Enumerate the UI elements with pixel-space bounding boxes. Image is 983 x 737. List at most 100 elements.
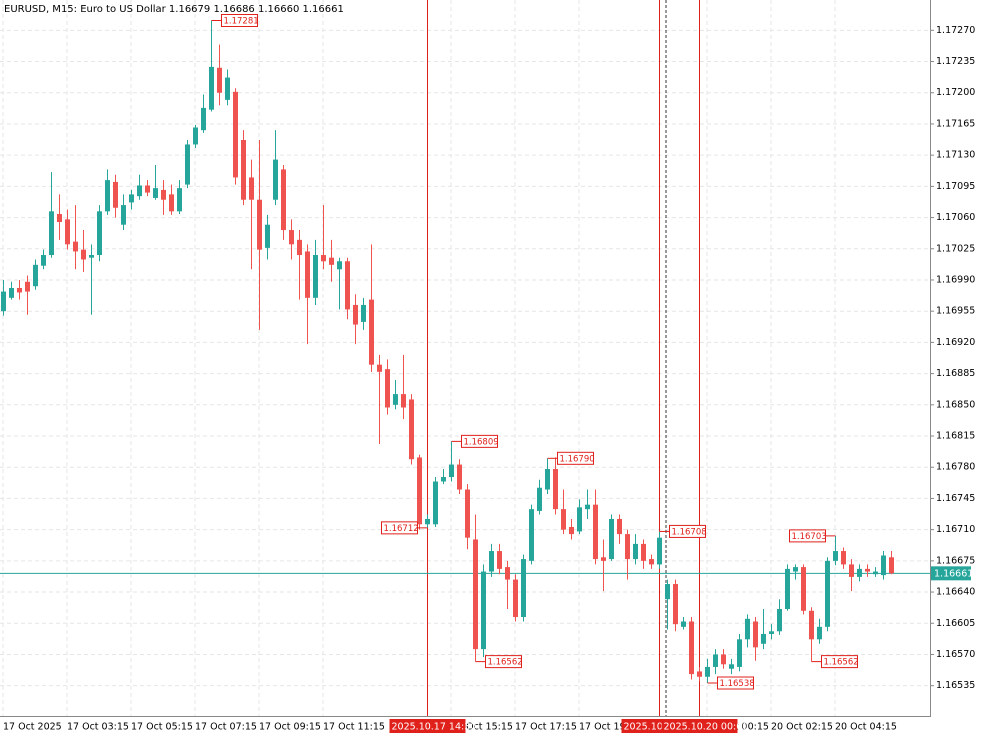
labels: 1.17270 1.17235 1.17200 1.17165 1.17130 1.170… [3,14,975,733]
y-tick-label: 1.16920 [936,337,975,348]
x-tick-label: 17 Oct 05:15 [131,722,193,733]
candle-body [401,394,406,408]
annotation-label: 1.16562 [824,658,859,668]
grid [0,0,934,716]
candle-body [873,571,878,575]
candle-body [249,177,254,200]
candle-body [665,584,670,600]
candle-body [1,291,6,312]
y-tick-label: 1.17060 [936,212,975,223]
candle-body [369,299,374,365]
candle-body [713,654,718,667]
candle-body [745,618,750,640]
y-tick-label: 1.16990 [936,274,975,285]
y-tick-label: 1.16535 [936,680,975,691]
candle-body [753,621,758,648]
candle-body [513,579,518,618]
candle-body [497,551,502,569]
candle-body [425,518,430,525]
x-tick-label: 17 Oct 03:15 [67,722,129,733]
candle-body [145,185,150,193]
candle-body [889,557,894,574]
candle-body [601,557,606,561]
candle-body [345,261,350,310]
candle-body [641,543,646,561]
candle-body [809,610,814,640]
candle-body [73,241,78,252]
candle-body [161,189,166,200]
candle-body [177,188,182,212]
y-tick-label: 1.16815 [936,431,975,442]
candle-body [377,364,382,372]
candle-body [225,77,230,100]
candle-body [49,211,54,256]
y-tick-label: 1.17130 [936,150,975,161]
annotation-box [789,529,826,543]
candle-body [865,568,870,572]
candle-body [625,534,630,560]
x-tick-label: 17 Oct 07:15 [195,722,257,733]
candle-body [313,255,318,298]
price-tag [931,566,971,581]
x-tick-label: 20 Oct 04:15 [835,722,897,733]
candle-body [857,568,862,577]
candle-body [593,504,598,560]
annotation-label: 1.16809 [464,437,499,447]
marker-label: 2025.10.17 14:30 [392,722,477,733]
candle-body [89,255,94,258]
annotation-label: 1.16708 [672,527,707,537]
y-tick-label: 1.16640 [936,587,975,598]
x-tick-label: 17 Oct 17:15 [515,722,577,733]
candle-body [505,567,510,580]
price-tag-label: 1.16661 [934,568,973,579]
candle-body [385,369,390,408]
annotation-label: 1.16538 [720,679,755,689]
annotation-box [669,524,706,538]
candle-body [57,213,62,223]
candle-body [433,481,438,525]
candle-body [329,257,334,265]
candle-body [769,631,774,634]
candle-body [689,621,694,675]
candle-body [393,394,398,405]
candle-body [553,469,558,510]
marker-label: 2025.10. [624,722,666,733]
x-tick-label: 17 Oct 19:15 [579,722,641,733]
y-tick-label: 1.16710 [936,524,975,535]
candle-body [617,518,622,535]
candle-body [353,304,358,325]
candle-body [681,621,686,627]
y-tick-label: 1.16745 [936,493,975,504]
x-tick-label: 20 Oct 00:15 [707,722,769,733]
candle-body [849,564,854,577]
candle-body [537,487,542,511]
candle-body [33,264,38,287]
candle-body [697,671,702,677]
candle-body [257,199,262,250]
candle-body [321,255,326,262]
candle-body [41,255,46,266]
annotation-box [485,655,522,669]
candle-body [473,539,478,650]
candle-body [113,181,118,208]
candle-body [97,211,102,256]
candle-body [841,551,846,565]
candle-body [761,633,766,644]
candle-body [305,251,310,298]
candle-body [201,107,206,131]
x-tick-label: 20 Oct 02:15 [771,722,833,733]
candle-body [705,666,710,677]
x-tick-label: 17 Oct 2025 [3,722,62,733]
candle-body [265,224,270,248]
y-tick-label: 1.16675 [936,555,975,566]
candle-body [465,489,470,538]
candle-body [297,239,302,256]
candle-body [457,464,462,490]
candle-body [193,127,198,145]
annotation-box [821,655,858,669]
candle-body [561,509,566,530]
candle-body [209,66,214,110]
candle-body [793,567,798,572]
y-tick-label: 1.16605 [936,618,975,629]
